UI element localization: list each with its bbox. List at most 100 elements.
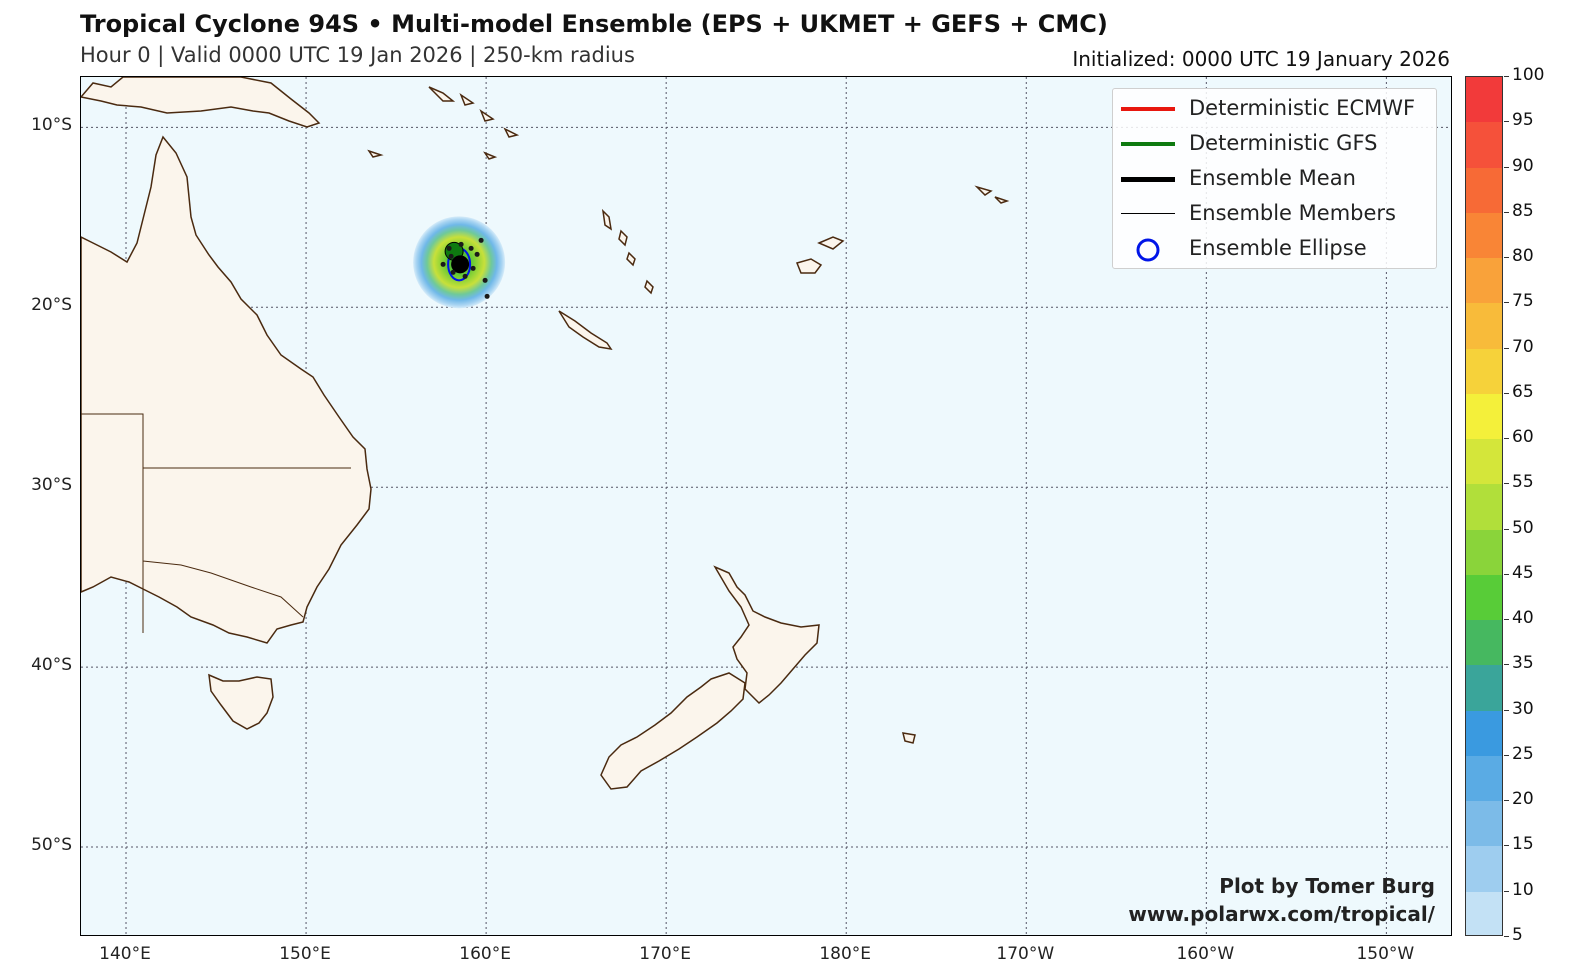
colorbar-segment	[1466, 212, 1502, 259]
colorbar-tick	[1504, 121, 1509, 123]
colorbar-segment	[1466, 77, 1502, 123]
ensemble-member-position	[440, 261, 446, 267]
legend-circle-icon	[1136, 238, 1160, 262]
lat-tick-label: 40°S	[31, 655, 72, 676]
colorbar-tick	[1504, 664, 1509, 666]
colorbar-segment	[1466, 439, 1502, 485]
legend-item-gfs: Deterministic GFS	[1113, 126, 1436, 160]
legend-label-ecmwf: Deterministic ECMWF	[1189, 96, 1416, 120]
legend-label-ellipse: Ensemble Ellipse	[1189, 236, 1367, 260]
colorbar-segment	[1466, 574, 1502, 621]
colorbar-tick-label: 85	[1512, 200, 1534, 221]
state-borders	[81, 413, 351, 633]
legend-label-mean: Ensemble Mean	[1189, 166, 1356, 190]
colorbar-segment	[1466, 484, 1502, 531]
ensemble-member-position	[446, 245, 452, 251]
ensemble-member-position	[484, 293, 490, 299]
fiji-islands	[795, 236, 845, 274]
new-caledonia	[558, 310, 613, 351]
colorbar-tick-label: 55	[1512, 472, 1534, 493]
legend-swatch-members	[1121, 213, 1175, 214]
ensemble-member-position	[478, 237, 484, 243]
colorbar-tick-label: 45	[1512, 562, 1534, 583]
colorbar-tick-label: 40	[1512, 608, 1534, 629]
lon-tick-label: 150°E	[279, 944, 331, 964]
landmasses	[81, 77, 1010, 790]
legend-item-ecmwf: Deterministic ECMWF	[1113, 91, 1436, 125]
colorbar-tick-label: 65	[1512, 381, 1534, 402]
colorbar-tick	[1504, 347, 1509, 349]
lat-tick-label: 50°S	[31, 835, 72, 856]
lon-tick-label: 140°E	[99, 944, 151, 964]
colorbar-tick	[1504, 302, 1509, 304]
colorbar-tick-label: 95	[1512, 110, 1534, 131]
lon-tick-label: 150°W	[1356, 944, 1415, 964]
ensemble-member-position	[450, 269, 456, 275]
colorbar-tick	[1504, 845, 1509, 847]
colorbar-segment	[1466, 891, 1502, 935]
colorbar-segment	[1466, 665, 1502, 712]
colorbar-tick	[1504, 211, 1509, 213]
colorbar-segment	[1466, 529, 1502, 576]
colorbar-segment	[1466, 303, 1502, 350]
lon-tick-label: 160°E	[459, 944, 511, 964]
colorbar-tick-label: 80	[1512, 246, 1534, 267]
legend-label-gfs: Deterministic GFS	[1189, 131, 1378, 155]
colorbar-tick	[1504, 392, 1509, 394]
colorbar-tick	[1504, 438, 1509, 440]
legend-item-members: Ensemble Members	[1113, 196, 1436, 230]
map-canvas	[81, 77, 1451, 935]
init-time: Initialized: 0000 UTC 19 January 2026	[1072, 47, 1450, 71]
colorbar-tick-label: 90	[1512, 155, 1534, 176]
chatham-islands	[901, 732, 916, 744]
vanuatu-islands	[601, 208, 654, 295]
storm-probability-swath	[413, 216, 506, 309]
ensemble-member-position	[458, 241, 464, 247]
colorbar-tick-label: 70	[1512, 336, 1534, 357]
colorbar-tick-label: 50	[1512, 517, 1534, 538]
legend-swatch-ecmwf	[1121, 107, 1175, 111]
colorbar-segment	[1466, 393, 1502, 440]
colorbar-tick-label: 10	[1512, 879, 1534, 900]
legend-item-ellipse: Ensemble Ellipse	[1113, 231, 1436, 265]
colorbar-tick-label: 60	[1512, 427, 1534, 448]
ensemble-member-position	[474, 251, 480, 257]
colorbar-segment	[1466, 755, 1502, 802]
nz-north-island	[713, 565, 820, 705]
solomon-islands	[367, 86, 520, 160]
colorbar-tick-label: 35	[1512, 653, 1534, 674]
ensemble-member-position	[448, 253, 454, 259]
colorbar-tick-label: 100	[1512, 65, 1545, 85]
colorbar-tick	[1504, 709, 1509, 711]
lon-tick-label: 160°W	[1176, 944, 1235, 964]
lat-tick-label: 10°S	[31, 115, 72, 136]
lat-tick-label: 30°S	[31, 475, 72, 496]
ensemble-mean-position	[451, 255, 470, 274]
colorbar-tick-label: 25	[1512, 743, 1534, 764]
ensemble-member-position	[482, 277, 488, 283]
colorbar-tick	[1504, 936, 1509, 937]
colorbar-segment	[1466, 710, 1502, 757]
colorbar-tick-label: 75	[1512, 291, 1534, 312]
colorbar-tick-label: 15	[1512, 834, 1534, 855]
lon-tick-label: 180°E	[819, 944, 872, 964]
legend-item-mean: Ensemble Mean	[1113, 161, 1436, 195]
colorbar-tick	[1504, 890, 1509, 892]
colorbar-tick	[1504, 76, 1509, 77]
colorbar-segment	[1466, 348, 1502, 395]
colorbar-tick-label: 30	[1512, 698, 1534, 719]
credit-author: Plot by Tomer Burg	[1219, 874, 1435, 898]
colorbar-segment	[1466, 167, 1502, 214]
colorbar-tick	[1504, 754, 1509, 756]
samoa-islands	[974, 185, 1010, 204]
colorbar	[1465, 76, 1503, 936]
ensemble-member-position	[462, 273, 468, 279]
ensemble-member-position	[470, 265, 476, 271]
chart-title: Tropical Cyclone 94S • Multi-model Ensem…	[80, 10, 1108, 38]
credit-url: www.polarwx.com/tropical/	[1128, 902, 1435, 926]
tasmania-landmass	[208, 673, 274, 730]
new-guinea-landmass	[81, 77, 321, 128]
colorbar-tick-label: 5	[1512, 925, 1523, 945]
legend-label-members: Ensemble Members	[1189, 201, 1396, 225]
colorbar-tick	[1504, 573, 1509, 575]
